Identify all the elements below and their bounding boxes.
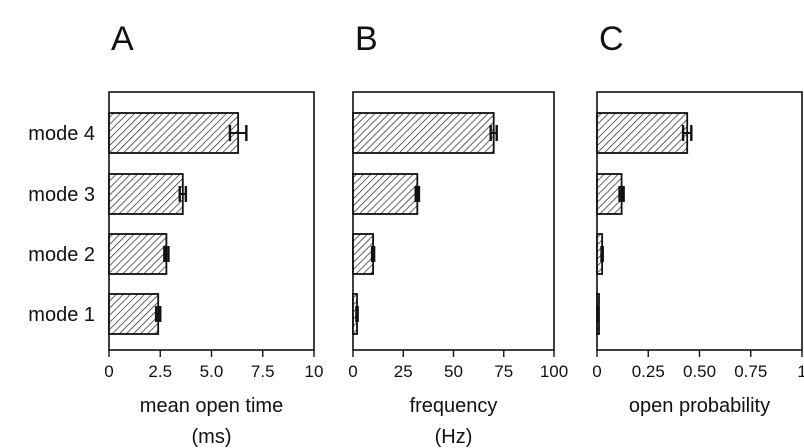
panel-a: A 0 2.5 5.0 7.5 10 mean open time (ms) <box>104 20 323 448</box>
x-axis-title: open probability <box>629 395 770 417</box>
x-tick-label: 0 <box>592 362 601 381</box>
error-bar <box>489 125 498 141</box>
bar <box>352 112 495 154</box>
error-bar <box>178 186 188 202</box>
bar <box>108 112 240 154</box>
x-axis-title: frequency <box>410 395 498 417</box>
category-label: mode 4 <box>28 123 95 145</box>
panel-c: C 0 0.25 0.50 0.75 1 open probability <box>592 20 804 417</box>
category-label: mode 2 <box>28 244 95 266</box>
bar <box>352 173 419 215</box>
error-bar <box>370 246 376 262</box>
panel-b: B 0 25 50 75 100 frequency (Hz) <box>348 20 568 448</box>
x-tick-label: 0.50 <box>683 362 716 381</box>
error-bar <box>228 125 248 141</box>
x-tick-label: 2.5 <box>148 362 172 381</box>
x-tick-label: 50 <box>444 362 463 381</box>
x-tick-label: 25 <box>394 362 413 381</box>
error-bar <box>355 306 359 322</box>
x-tick-label: 0 <box>348 362 357 381</box>
x-tick-label: 5.0 <box>200 362 224 381</box>
x-axis-unit: (Hz) <box>435 426 473 448</box>
x-tick-label: 0.25 <box>632 362 665 381</box>
error-bar <box>414 186 421 202</box>
category-label: mode 1 <box>28 304 95 326</box>
x-tick-label: 0 <box>104 362 113 381</box>
bar <box>108 173 184 215</box>
panel-letter: B <box>355 20 378 58</box>
bar <box>108 293 160 335</box>
x-axis-unit: (ms) <box>192 426 232 448</box>
error-bar <box>681 125 693 141</box>
bar <box>352 233 375 275</box>
panel-letter: C <box>599 20 624 58</box>
bar <box>596 173 623 215</box>
category-label: mode 3 <box>28 184 95 206</box>
x-tick-label: 1 <box>797 362 804 381</box>
bar <box>108 233 168 275</box>
x-tick-label: 0.75 <box>734 362 767 381</box>
error-bar <box>163 246 170 262</box>
error-bar <box>600 246 604 262</box>
panel-letter: A <box>111 20 134 58</box>
x-tick-label: 7.5 <box>251 362 275 381</box>
error-bar <box>618 186 625 202</box>
error-bar <box>154 306 162 322</box>
x-tick-label: 100 <box>540 362 568 381</box>
bar <box>596 112 689 154</box>
x-axis-title: mean open time <box>140 395 283 417</box>
x-tick-label: 75 <box>494 362 513 381</box>
x-tick-label: 10 <box>305 362 324 381</box>
